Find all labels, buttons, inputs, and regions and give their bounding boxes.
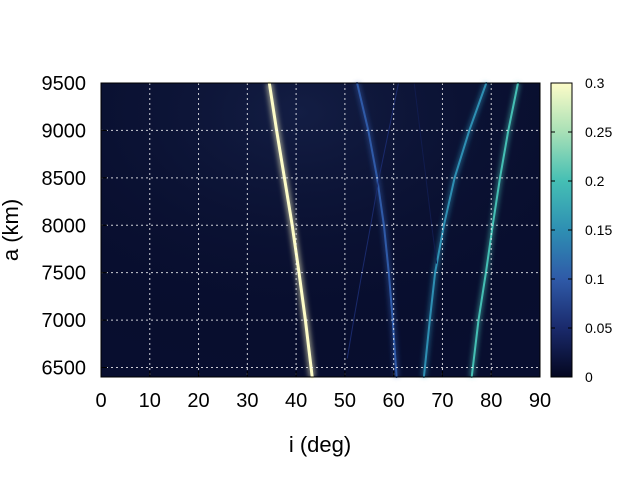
y-tick-label: 7500	[42, 263, 87, 285]
x-tick-label: 20	[187, 390, 209, 412]
plot-border	[100, 82, 541, 378]
resonance-curve-5	[413, 82, 438, 264]
x-tick-label: 50	[334, 390, 356, 412]
plot-area	[100, 81, 541, 379]
x-axis: 0 10 20 30 40 50 60 70 80 90	[95, 371, 551, 412]
x-tick-label: 0	[95, 390, 106, 412]
colorbar-tick-label: 0.1	[585, 271, 605, 287]
resonance-curve-4	[346, 82, 399, 359]
x-tick-label: 60	[383, 390, 405, 412]
colorbar-tick-label: 0.25	[585, 124, 612, 140]
colorbar-ticks: 0 0.05 0.1 0.15 0.2 0.25 0.3	[551, 75, 612, 385]
y-tick-label: 9000	[42, 120, 87, 142]
x-tick-label: 40	[285, 390, 307, 412]
x-tick-label: 10	[139, 390, 161, 412]
colorbar-tick-label: 0.05	[585, 320, 612, 336]
y-axis-label: a (km)	[0, 199, 23, 261]
colorbar: 0 0.05 0.1 0.15 0.2 0.25 0.3	[550, 75, 612, 385]
y-tick-label: 7000	[42, 310, 87, 332]
x-tick-label: 70	[431, 390, 453, 412]
x-tick-label: 90	[529, 390, 551, 412]
x-tick-label: 80	[480, 390, 502, 412]
grid-lines	[101, 83, 540, 377]
plot-glow	[101, 83, 540, 377]
colorbar-tick-label: 0.15	[585, 222, 612, 238]
colorbar-tick-label: 0.3	[585, 75, 605, 91]
x-tick-label: 30	[236, 390, 258, 412]
x-axis-label: i (deg)	[289, 432, 351, 457]
y-tick-label: 8500	[42, 168, 87, 190]
colorbar-tick-label: 0.2	[585, 173, 605, 189]
y-tick-label: 9500	[42, 73, 87, 95]
colorbar-tick-label: 0	[585, 369, 593, 385]
y-tick-label: 6500	[42, 358, 87, 380]
y-axis: 6500 7000 7500 8000 8500 9000 9500	[42, 73, 107, 380]
resonance-curve-2	[422, 82, 488, 378]
y-tick-label: 8000	[42, 215, 87, 237]
